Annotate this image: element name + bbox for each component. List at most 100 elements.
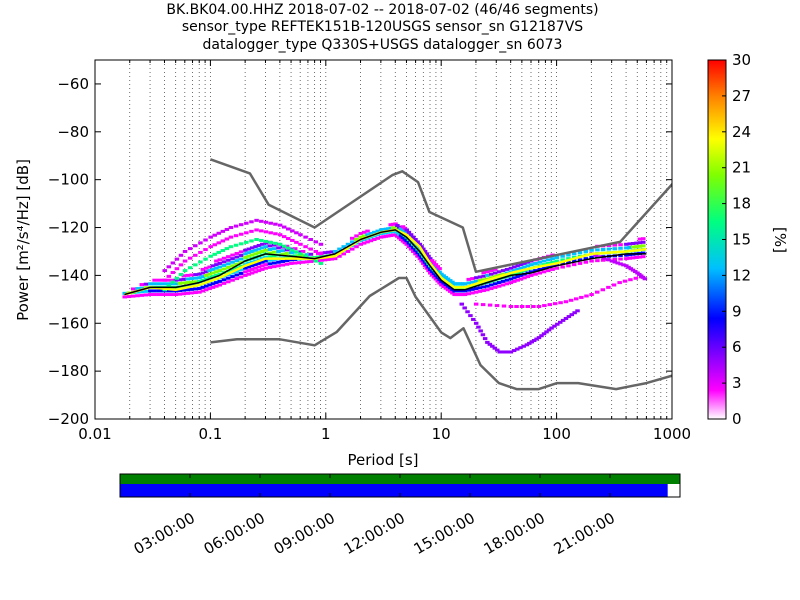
density-cell xyxy=(617,281,622,285)
density-cell xyxy=(200,267,206,271)
density-cell xyxy=(413,238,418,241)
density-cell xyxy=(326,250,331,254)
x-tick-label: 0.1 xyxy=(198,425,222,443)
density-cell xyxy=(372,238,377,241)
density-cell xyxy=(238,268,244,272)
density-cell xyxy=(152,293,157,297)
density-cell xyxy=(230,257,235,261)
density-cell xyxy=(263,241,268,245)
density-cell xyxy=(217,269,223,273)
density-cell xyxy=(630,256,636,260)
density-cell xyxy=(470,277,475,281)
density-cell xyxy=(198,250,203,254)
density-cell xyxy=(537,260,543,264)
density-cell xyxy=(230,278,235,282)
plot-frame xyxy=(94,59,673,420)
density-cell xyxy=(221,263,227,267)
density-cell xyxy=(485,284,490,288)
density-cell xyxy=(308,252,314,256)
density-cell xyxy=(210,275,216,279)
density-cell xyxy=(256,261,262,265)
density-cell xyxy=(292,247,298,251)
density-cell xyxy=(519,305,525,309)
colorbar-ticks: 0 3 6 9 12 15 18 21 24 27 30 xyxy=(722,51,751,428)
density-cell xyxy=(226,262,231,266)
density-cell xyxy=(203,277,209,281)
density-cell xyxy=(280,249,286,253)
density-cell xyxy=(173,278,179,282)
density-cell xyxy=(397,232,402,236)
density-cell xyxy=(433,277,439,281)
density-cell xyxy=(263,245,268,249)
density-cell xyxy=(318,261,324,265)
density-cell xyxy=(547,303,553,307)
density-cell xyxy=(518,273,524,277)
density-cell xyxy=(217,272,223,276)
density-cell xyxy=(178,263,184,267)
density-cell xyxy=(322,258,328,262)
density-cell xyxy=(466,288,471,292)
density-cell xyxy=(470,291,475,295)
density-cell xyxy=(197,287,202,291)
density-cell xyxy=(571,259,577,263)
density-cell xyxy=(400,228,406,232)
density-cell xyxy=(276,264,281,268)
density-cell xyxy=(462,293,468,297)
density-cell xyxy=(284,262,290,266)
density-cell xyxy=(263,259,268,263)
density-cell xyxy=(212,233,217,237)
density-cell xyxy=(406,230,412,234)
density-cell xyxy=(571,252,577,256)
density-cell xyxy=(473,321,479,325)
density-cell xyxy=(143,293,149,297)
density-cell xyxy=(244,231,249,235)
density-cell xyxy=(431,261,437,265)
density-cell xyxy=(492,271,498,275)
density-cell xyxy=(618,253,623,257)
density-cell xyxy=(568,298,574,302)
density-cell xyxy=(174,276,180,280)
density-cell xyxy=(529,340,534,344)
density-cell xyxy=(577,258,583,262)
timeline-tick-label: 21:00:00 xyxy=(551,509,618,558)
density-cell xyxy=(166,284,172,288)
density-cell xyxy=(300,253,306,257)
density-cell xyxy=(238,232,244,236)
density-cell xyxy=(480,333,486,337)
density-cell xyxy=(589,248,594,252)
density-cell xyxy=(214,284,219,288)
density-cell xyxy=(375,229,380,233)
density-cell xyxy=(260,249,265,253)
density-cell xyxy=(441,281,446,285)
density-cell xyxy=(515,275,520,279)
density-cell xyxy=(238,257,244,261)
density-cell xyxy=(512,276,517,280)
coverage-bottom-bar xyxy=(120,484,668,497)
density-cell xyxy=(445,284,451,288)
density-cell xyxy=(601,256,607,260)
density-cell xyxy=(445,288,451,292)
density-cell xyxy=(271,250,277,254)
density-cell xyxy=(615,261,620,265)
density-cell xyxy=(354,238,359,241)
density-cell xyxy=(139,286,145,290)
density-cell xyxy=(477,275,483,279)
density-cell xyxy=(411,235,416,239)
density-cell xyxy=(487,303,493,307)
density-cell xyxy=(303,245,308,249)
density-cell xyxy=(528,273,534,277)
density-cell xyxy=(492,285,498,289)
colorbar-tick-label: 21 xyxy=(732,159,751,177)
density-cell xyxy=(350,247,355,251)
colorbar-tick-label: 0 xyxy=(732,410,742,428)
density-cell xyxy=(537,267,543,271)
density-cell xyxy=(276,260,281,264)
density-cell xyxy=(378,228,384,232)
density-cell xyxy=(234,269,240,273)
colorbar-tick-label: 27 xyxy=(732,87,751,105)
density-cell xyxy=(271,247,277,251)
coverage-top-bar xyxy=(120,474,680,484)
density-cell xyxy=(541,259,547,263)
density-cell xyxy=(273,232,278,236)
timeline-tick-label: 03:00:00 xyxy=(131,509,198,558)
